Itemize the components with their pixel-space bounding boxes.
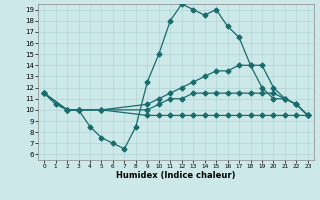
X-axis label: Humidex (Indice chaleur): Humidex (Indice chaleur) <box>116 171 236 180</box>
